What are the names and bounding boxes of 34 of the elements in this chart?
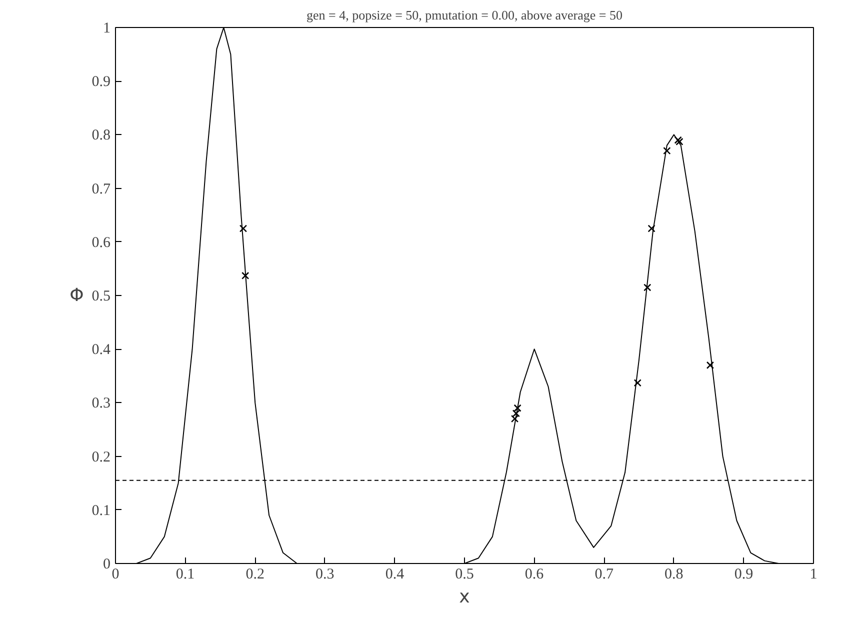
- y-tick-label: 0.5: [92, 288, 110, 304]
- y-tick-label: 0.2: [92, 449, 110, 466]
- y-tick-label: 0.4: [92, 342, 111, 358]
- y-tick-label: 1: [103, 20, 110, 36]
- x-tick-label: 1: [810, 566, 818, 582]
- chart-title: gen = 4, popsize = 50, pmutation = 0.00, above average = 50: [306, 8, 622, 22]
- point: [648, 224, 656, 232]
- y-tick-label: 0: [103, 556, 110, 572]
- x-tick-label: 0.9: [734, 566, 754, 582]
- x-tick-label: 0.1: [176, 566, 195, 582]
- x-tick-label: 0.2: [246, 566, 264, 582]
- y-tick-label: 0.7: [92, 181, 111, 198]
- point: [241, 272, 250, 280]
- point: [512, 410, 520, 418]
- x-tick-label: 0.7: [594, 566, 614, 582]
- x-tick-label: 0.4: [385, 566, 405, 582]
- point: [510, 414, 519, 423]
- y-tick-label: 0.3: [92, 396, 110, 412]
- point: [514, 404, 522, 412]
- x-tick-label: 0.3: [316, 566, 334, 582]
- x-tick-label: 0.8: [664, 566, 684, 582]
- point: [634, 379, 642, 387]
- y-axis-title: Φ: [70, 285, 84, 306]
- y-tick-label: 0.9: [92, 74, 110, 90]
- x-axis-title: x: [459, 586, 470, 608]
- point: [663, 146, 671, 155]
- x-tick-label: 0.5: [455, 566, 474, 582]
- y-tick-label: 0.6: [92, 234, 111, 251]
- point: [706, 361, 714, 370]
- point: [239, 224, 248, 232]
- point: [644, 284, 652, 292]
- x-tick-label: 0.6: [524, 566, 544, 582]
- y-tick-label: 0.8: [92, 128, 110, 144]
- y-tick-label: 0.1: [92, 502, 110, 519]
